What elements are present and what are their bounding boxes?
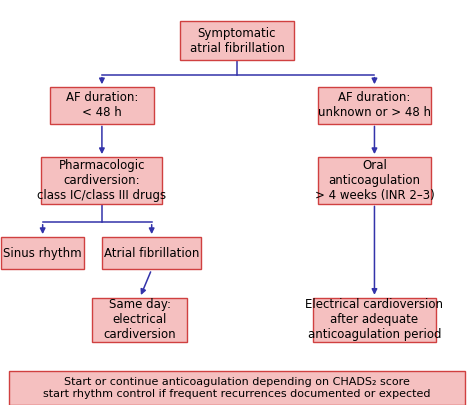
Text: Pharmacologic
cardiversion:
class IC/class III drugs: Pharmacologic cardiversion: class IC/cla… xyxy=(37,159,166,202)
Text: Symptomatic
atrial fibrillation: Symptomatic atrial fibrillation xyxy=(190,26,284,55)
Text: Electrical cardioversion
after adequate
anticoagulation period: Electrical cardioversion after adequate … xyxy=(305,298,444,341)
FancyBboxPatch shape xyxy=(92,298,187,342)
FancyBboxPatch shape xyxy=(41,157,162,203)
Text: Oral
anticoagulation
> 4 weeks (INR 2–3): Oral anticoagulation > 4 weeks (INR 2–3) xyxy=(315,159,434,202)
FancyBboxPatch shape xyxy=(102,237,201,269)
Text: AF duration:
unknown or > 48 h: AF duration: unknown or > 48 h xyxy=(318,91,431,119)
Text: Same day:
electrical
cardiversion: Same day: electrical cardiversion xyxy=(103,298,176,341)
Text: Sinus rhythm: Sinus rhythm xyxy=(3,247,82,260)
Text: Start or continue anticoagulation depending on CHADS₂ score
start rhythm control: Start or continue anticoagulation depend… xyxy=(43,377,431,399)
FancyBboxPatch shape xyxy=(318,87,431,124)
Text: AF duration:
< 48 h: AF duration: < 48 h xyxy=(66,91,138,119)
FancyBboxPatch shape xyxy=(180,21,294,60)
FancyBboxPatch shape xyxy=(313,298,436,342)
FancyBboxPatch shape xyxy=(318,157,431,203)
FancyBboxPatch shape xyxy=(9,371,465,405)
FancyBboxPatch shape xyxy=(1,237,84,269)
FancyBboxPatch shape xyxy=(50,87,154,124)
Text: Atrial fibrillation: Atrial fibrillation xyxy=(104,247,200,260)
